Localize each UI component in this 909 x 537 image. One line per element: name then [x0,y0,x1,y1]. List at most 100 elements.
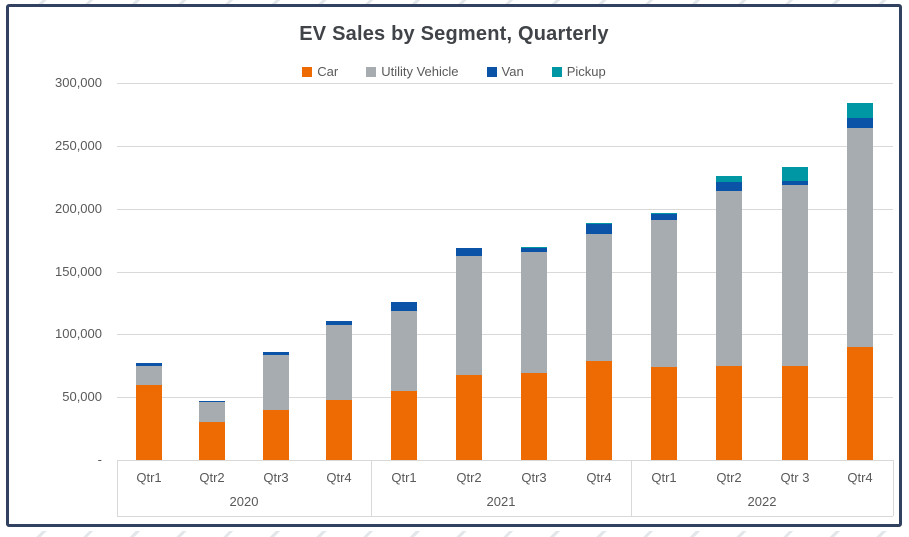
bar-segment-pickup[interactable] [586,223,612,224]
x-axis-quarter-label: Qtr4 [326,470,352,485]
legend-label: Car [317,64,339,79]
x-axis-quarter-label: Qtr4 [586,470,612,485]
legend-item-van[interactable]: Van [486,64,524,79]
bar-segment-pickup[interactable] [847,103,873,118]
bar-segment-van[interactable] [521,248,547,252]
bar-segment-van[interactable] [782,181,808,185]
y-axis-tick-label: 50,000 [62,389,102,404]
bar-segment-car[interactable] [326,400,352,460]
bar-segment-van[interactable] [263,352,289,355]
bar-segment-car[interactable] [456,375,482,460]
bar-segment-car[interactable] [586,361,612,460]
bar-segment-utility-vehicle[interactable] [716,191,742,366]
x-axis-group-separator [631,460,632,516]
x-axis-line [117,460,893,461]
bar-2022-qtr4[interactable] [847,103,873,460]
bar-segment-car[interactable] [521,373,547,460]
bar-segment-van[interactable] [586,224,612,234]
bar-segment-van[interactable] [847,118,873,128]
x-axis-quarter-label: Qtr2 [456,470,482,485]
x-axis-quarter-label: Qtr2 [199,470,225,485]
x-axis-group-separator [117,460,118,516]
bar-segment-pickup[interactable] [521,247,547,248]
x-axis-quarter-label: Qtr3 [263,470,289,485]
gridline [117,146,893,147]
x-axis-year-label: 2022 [747,494,777,509]
x-axis-quarter-label: Qtr2 [716,470,742,485]
bar-2020-qtr2[interactable] [199,401,225,460]
bar-segment-car[interactable] [716,366,742,460]
bar-segment-car[interactable] [136,385,162,460]
bar-segment-van[interactable] [651,214,677,220]
bar-segment-pickup[interactable] [782,167,808,181]
gridline [117,83,893,84]
bar-2022-qtr2[interactable] [716,176,742,460]
y-axis-tick-label: 250,000 [55,138,102,153]
gridline [117,397,893,398]
clipped-background-pattern-bottom [0,531,909,537]
gridline [117,334,893,335]
bar-2022-qtr1[interactable] [651,213,677,460]
bar-2020-qtr4[interactable] [326,321,352,460]
x-axis-quarter-label: Qtr1 [651,470,677,485]
bar-segment-utility-vehicle[interactable] [391,311,417,391]
bar-segment-utility-vehicle[interactable] [521,252,547,373]
legend-item-pickup[interactable]: Pickup [551,64,606,79]
legend-swatch-icon [551,66,562,77]
y-axis-tick-label: 200,000 [55,201,102,216]
x-axis-label-box-bottom-line [117,516,893,517]
bar-segment-van[interactable] [199,401,225,402]
chart-title: EV Sales by Segment, Quarterly [299,23,609,45]
clipped-background-pattern-top [0,0,909,4]
bar-segment-car[interactable] [263,410,289,460]
bar-segment-car[interactable] [391,391,417,460]
legend-label: Van [501,64,524,79]
bar-2021-qtr2[interactable] [456,248,482,460]
bar-segment-utility-vehicle[interactable] [136,366,162,385]
bar-2020-qtr1[interactable] [136,363,162,460]
bar-segment-utility-vehicle[interactable] [782,185,808,366]
x-axis-quarter-label: Qtr 3 [780,470,810,485]
x-axis-quarter-label: Qtr3 [521,470,547,485]
bar-segment-van[interactable] [456,248,482,256]
y-axis-tick-label: 100,000 [55,326,102,341]
x-axis-quarter-label: Qtr1 [391,470,417,485]
bar-segment-van[interactable] [136,363,162,366]
bar-segment-van[interactable] [391,302,417,311]
bar-2021-qtr4[interactable] [586,223,612,460]
legend-item-utility-vehicle[interactable]: Utility Vehicle [366,64,459,79]
gridline [117,209,893,210]
x-axis-year-label: 2020 [229,494,259,509]
bar-2021-qtr3[interactable] [521,247,547,460]
bar-segment-car[interactable] [782,366,808,460]
bar-segment-utility-vehicle[interactable] [199,402,225,422]
bar-segment-car[interactable] [847,347,873,460]
bar-segment-utility-vehicle[interactable] [263,355,289,410]
bar-segment-pickup[interactable] [716,176,742,182]
bar-segment-utility-vehicle[interactable] [586,234,612,361]
legend-swatch-icon [302,66,313,77]
bar-segment-car[interactable] [199,422,225,460]
bar-segment-utility-vehicle[interactable] [651,220,677,367]
x-axis-quarter-label: Qtr4 [847,470,873,485]
bar-2022-qtr3[interactable] [782,167,808,460]
chart-frame: EV Sales by Segment, Quarterly Car Utilit… [6,4,902,527]
bar-segment-utility-vehicle[interactable] [847,128,873,347]
legend-label: Utility Vehicle [381,64,459,79]
bar-segment-pickup[interactable] [651,213,677,214]
bar-segment-van[interactable] [716,182,742,191]
y-axis-tick-label: 300,000 [55,75,102,90]
x-axis-group-separator [893,460,894,516]
bar-segment-utility-vehicle[interactable] [456,256,482,375]
bar-segment-van[interactable] [326,321,352,325]
bar-segment-utility-vehicle[interactable] [326,325,352,400]
chart-legend: Car Utility Vehicle Van Pickup [9,64,899,79]
chart-plot-container: EV Sales by Segment, Quarterly Car Utilit… [9,7,899,524]
x-axis-group-separator [371,460,372,516]
bar-2020-qtr3[interactable] [263,352,289,460]
x-axis-quarter-label: Qtr1 [136,470,162,485]
legend-label: Pickup [566,64,606,79]
bar-2021-qtr1[interactable] [391,302,417,460]
bar-segment-car[interactable] [651,367,677,460]
legend-item-car[interactable]: Car [302,64,338,79]
